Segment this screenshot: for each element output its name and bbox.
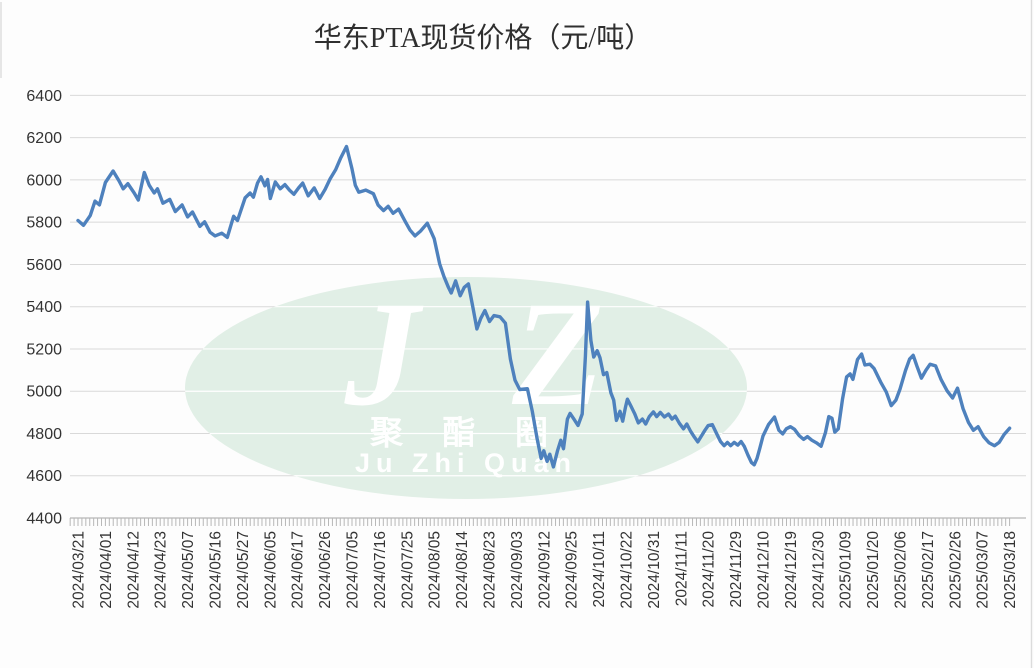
svg-text:2024/07/16: 2024/07/16 bbox=[372, 531, 389, 609]
svg-text:2025/02/17: 2025/02/17 bbox=[920, 531, 937, 609]
watermark-en-text: Ju Zhi Quan bbox=[355, 448, 577, 478]
svg-text:5800: 5800 bbox=[26, 215, 62, 232]
price-line bbox=[76, 144, 1012, 469]
svg-text:2024/11/11: 2024/11/11 bbox=[673, 531, 690, 606]
svg-text:4600: 4600 bbox=[26, 468, 62, 485]
y-axis-labels: 4400 4600 4800 5000 5200 5400 5600 5800 6000 6200… bbox=[26, 88, 62, 528]
svg-text:2024/12/10: 2024/12/10 bbox=[756, 531, 773, 609]
svg-text:2024/06/26: 2024/06/26 bbox=[317, 531, 334, 609]
watermark: J Z 聚 酯 圈 Ju Zhi Quan bbox=[185, 271, 747, 499]
svg-text:4400: 4400 bbox=[26, 511, 62, 528]
svg-text:2024/11/29: 2024/11/29 bbox=[728, 531, 745, 607]
svg-text:2024/05/27: 2024/05/27 bbox=[235, 531, 252, 609]
svg-text:2025/01/20: 2025/01/20 bbox=[865, 531, 882, 609]
svg-text:2024/12/19: 2024/12/19 bbox=[783, 531, 800, 609]
x-tick-marks bbox=[69, 518, 1011, 526]
watermark-letter-j: J bbox=[344, 271, 424, 437]
svg-text:2024/10/11: 2024/10/11 bbox=[591, 531, 608, 607]
svg-text:2024/09/25: 2024/09/25 bbox=[564, 531, 581, 609]
svg-text:2024/11/20: 2024/11/20 bbox=[701, 531, 718, 608]
svg-text:2025/02/26: 2025/02/26 bbox=[947, 531, 964, 609]
svg-text:2024/08/23: 2024/08/23 bbox=[482, 531, 499, 609]
svg-text:2025/02/06: 2025/02/06 bbox=[893, 531, 910, 609]
svg-text:2024/07/25: 2024/07/25 bbox=[399, 531, 416, 609]
svg-text:2024/09/03: 2024/09/03 bbox=[509, 531, 526, 609]
svg-text:5000: 5000 bbox=[26, 384, 62, 401]
svg-text:2024/05/16: 2024/05/16 bbox=[208, 531, 225, 609]
svg-text:2024/06/17: 2024/06/17 bbox=[290, 531, 307, 609]
watermark-ellipse bbox=[185, 277, 747, 499]
svg-text:6000: 6000 bbox=[26, 172, 62, 189]
svg-text:2024/08/05: 2024/08/05 bbox=[427, 531, 444, 609]
x-axis-labels: 2024/03/21 2024/04/01 2024/04/12 2024/04/23… bbox=[71, 531, 1020, 609]
svg-text:2024/03/21: 2024/03/21 bbox=[71, 531, 88, 609]
svg-text:2024/04/23: 2024/04/23 bbox=[153, 531, 170, 609]
chart-title: 华东PTA现货价格（元/吨） bbox=[314, 22, 652, 54]
svg-text:2024/04/01: 2024/04/01 bbox=[98, 531, 115, 609]
svg-text:2024/10/22: 2024/10/22 bbox=[619, 531, 636, 609]
svg-text:2025/01/09: 2025/01/09 bbox=[838, 531, 855, 609]
svg-text:2024/09/12: 2024/09/12 bbox=[536, 531, 553, 609]
svg-text:5600: 5600 bbox=[26, 257, 62, 274]
svg-text:2025/03/18: 2025/03/18 bbox=[1002, 531, 1019, 609]
svg-text:6400: 6400 bbox=[26, 88, 62, 105]
svg-text:2024/08/14: 2024/08/14 bbox=[454, 531, 471, 609]
svg-text:2024/07/05: 2024/07/05 bbox=[345, 531, 362, 609]
svg-text:2024/06/05: 2024/06/05 bbox=[262, 531, 279, 609]
svg-text:2024/04/12: 2024/04/12 bbox=[125, 531, 142, 609]
svg-text:2025/03/07: 2025/03/07 bbox=[975, 531, 992, 609]
svg-text:6200: 6200 bbox=[26, 130, 62, 147]
svg-text:2024/05/07: 2024/05/07 bbox=[180, 531, 197, 609]
svg-text:4800: 4800 bbox=[26, 426, 62, 443]
svg-text:5400: 5400 bbox=[26, 299, 62, 316]
svg-text:5200: 5200 bbox=[26, 341, 62, 358]
watermark-cn-text: 聚 酯 圈 bbox=[369, 413, 562, 452]
watermark-letter-z: Z bbox=[511, 271, 604, 437]
svg-text:2024/10/31: 2024/10/31 bbox=[646, 531, 663, 609]
svg-text:2024/12/30: 2024/12/30 bbox=[810, 531, 827, 609]
